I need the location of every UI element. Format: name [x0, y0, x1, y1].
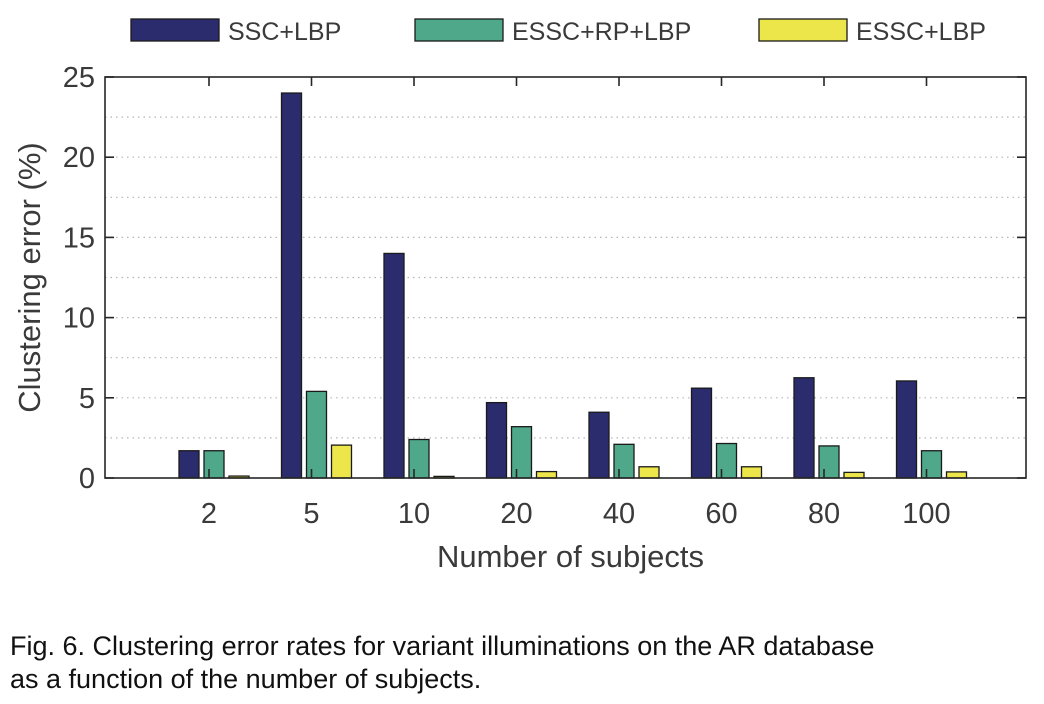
bars: [178, 92, 968, 479]
bar-essc-rp-lbp-100: [920, 450, 943, 479]
bar-essc-rp-lbp-2: [203, 450, 225, 479]
bar-essc-rp-lbp-5: [305, 390, 328, 479]
bar-essc-lbp-100: [945, 471, 968, 479]
legend-swatch: [414, 18, 504, 42]
legend-swatch: [130, 18, 220, 42]
bar-ssc-lbp-10: [383, 252, 405, 479]
bar-ssc-lbp-5: [280, 92, 303, 479]
bar-essc-lbp-80: [843, 471, 865, 479]
bar-ssc-lbp-2: [178, 450, 200, 479]
x-tick-label: 5: [303, 498, 319, 530]
x-axis-title: Number of subjects: [437, 539, 704, 574]
x-tick-label: 2: [201, 498, 217, 530]
bar-essc-rp-lbp-40: [613, 443, 635, 479]
legend: SSC+LBP ESSC+RP+LBP ESSC+LBP: [130, 18, 986, 46]
bar-ssc-lbp-80: [793, 377, 815, 479]
x-tick-label: 10: [398, 498, 430, 530]
y-tick-label: 20: [63, 142, 95, 174]
bar-essc-rp-lbp-60: [715, 442, 738, 479]
bar-essc-rp-lbp-80: [818, 445, 840, 479]
bar-essc-lbp-40: [638, 466, 660, 479]
legend-swatch: [758, 18, 848, 42]
grid-lines: [105, 116, 1026, 439]
y-axis-title: Clustering error (%): [12, 142, 47, 412]
y-tick-label: 10: [63, 303, 95, 335]
legend-label: ESSC+LBP: [856, 18, 986, 46]
y-tick-label: 5: [79, 383, 95, 415]
x-tick-label: 60: [705, 498, 737, 530]
y-tick-label: 0: [79, 463, 95, 495]
bar-ssc-lbp-100: [895, 380, 918, 479]
bar-essc-lbp-5: [330, 444, 353, 479]
x-tick-label: 20: [500, 498, 532, 530]
bar-ssc-lbp-40: [588, 411, 610, 479]
figure-caption: Fig. 6. Clustering error rates for varia…: [10, 630, 1040, 696]
bar-essc-lbp-20: [535, 470, 558, 479]
caption-line-1: Fig. 6. Clustering error rates for varia…: [10, 631, 875, 661]
x-tick-label: 100: [902, 498, 950, 530]
bar-ssc-lbp-20: [485, 401, 508, 479]
y-tick-label: 25: [63, 62, 95, 94]
bar-essc-rp-lbp-20: [510, 426, 533, 479]
legend-label: SSC+LBP: [228, 18, 341, 46]
plot-frame: [104, 76, 1027, 479]
legend-label: ESSC+RP+LBP: [512, 18, 691, 46]
caption-line-2: as a function of the number of subjects.: [10, 664, 482, 694]
bar-essc-rp-lbp-10: [408, 438, 430, 479]
x-tick-label: 80: [808, 498, 840, 530]
bar-ssc-lbp-60: [690, 387, 713, 479]
bar-essc-lbp-60: [740, 466, 763, 479]
x-tick-label: 40: [603, 498, 635, 530]
y-tick-label: 15: [63, 222, 95, 254]
